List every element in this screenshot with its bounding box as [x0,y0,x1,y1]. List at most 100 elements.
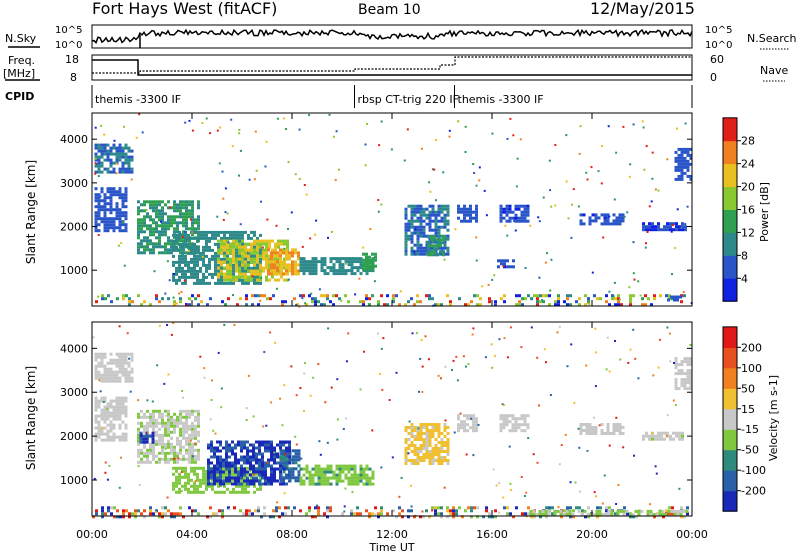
echo-cell [285,476,289,480]
echo-cell [109,158,113,162]
echo-cell [276,269,279,273]
echo-cell [103,399,107,403]
echo-cell [94,229,98,233]
echo-cell [517,207,521,211]
echo-cell [118,146,122,150]
speckle-cell [502,496,505,499]
echo-cell [460,423,463,427]
ground-scatter-cell [395,515,398,519]
echo-cell [416,210,420,214]
echo-cell [642,437,645,441]
echo-cell [347,476,351,480]
echo-cell [199,266,202,270]
echo-cell [226,278,229,282]
echo-cell [323,479,327,483]
ground-scatter-cell [449,300,452,304]
echo-cell [223,239,226,243]
echo-cell [100,376,104,380]
freq-trace [92,56,692,76]
ground-scatter-cell [221,512,224,516]
speckle-cell [283,492,286,495]
echo-cell [437,459,441,462]
echo-cell [179,203,182,207]
echo-cell [407,447,411,450]
echo-cell [115,146,119,150]
ground-scatter-cell [95,512,98,516]
echo-cell [674,177,678,181]
echo-cell [167,418,170,422]
speckle-cell [538,220,541,223]
echo-cell [271,275,274,279]
echo-cell [130,358,134,362]
echo-cell [164,445,167,449]
echo-cell [261,482,264,486]
echo-cell [197,433,200,437]
echo-cell [259,263,262,267]
speckle-cell [261,246,264,249]
echo-cell [121,411,125,415]
echo-cell [431,240,435,244]
echo-cell [208,239,211,243]
echo-cell [176,418,179,422]
speckle-cell [650,200,653,203]
ground-scatter-cell [668,512,671,516]
ground-scatter-cell [260,515,263,519]
echo-cell [124,396,128,400]
speckle-cell [255,169,258,172]
velocity-ylabel: Slant Range [km] [24,366,38,470]
echo-cell [188,427,191,431]
echo-cell [419,222,423,226]
echo-cell [440,447,444,450]
echo-cell [637,509,641,513]
echo-cell [124,399,128,403]
speckle-cell [205,117,208,120]
echo-cell [422,219,426,223]
ground-scatter-cell [518,294,521,298]
speckle-cell [224,187,227,190]
speckle-cell [413,250,416,253]
speckle-cell [593,491,596,494]
echo-cell [232,472,235,476]
speckle-cell [166,260,169,263]
echo-cell [185,436,188,440]
ground-scatter-cell [422,515,425,519]
echo-cell [651,228,654,232]
echo-cell [226,263,229,267]
echo-cell [669,437,672,441]
echo-cell [326,272,330,276]
speckle-cell [567,217,570,220]
echo-cell [228,473,231,477]
echo-cell [294,248,297,252]
ground-scatter-cell [521,297,524,301]
speckle-cell [279,397,282,400]
echo-cell [167,200,170,204]
echo-cell [344,464,348,468]
echo-cell [202,233,205,237]
echo-cell [184,263,187,267]
echo-cell [247,266,250,270]
echo-cell [332,269,336,273]
echo-cell [173,460,176,464]
echo-cell [115,373,119,377]
ground-scatter-cell [173,512,176,516]
echo-cell [243,467,246,471]
echo-cell [175,281,178,285]
echo-cell [618,429,622,432]
echo-cell [172,263,175,267]
echo-cell [152,242,155,246]
echo-cell [173,424,176,428]
echo-cell [583,509,587,513]
echo-cell [526,213,530,217]
echo-cell [276,467,279,471]
echo-cell [404,222,408,226]
echo-cell [259,248,262,252]
echo-cell [170,221,173,225]
echo-cell [197,215,200,219]
echo-cell [475,213,478,217]
echo-cell [258,440,261,444]
echo-cell [258,473,261,477]
echo-cell [121,152,125,156]
echo-cell [535,512,539,516]
echo-cell [404,231,408,235]
ground-scatter-cell [140,512,143,516]
